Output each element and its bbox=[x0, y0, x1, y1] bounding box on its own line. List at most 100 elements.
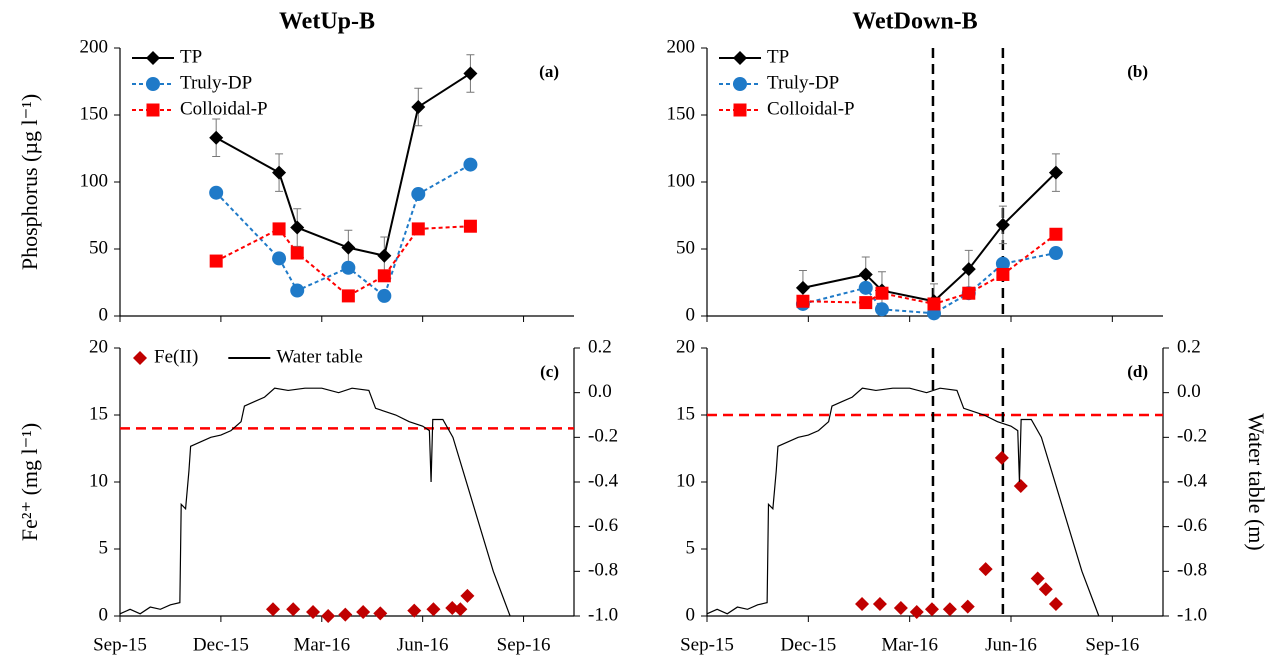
y-tick-label: 10 bbox=[676, 470, 695, 491]
marker bbox=[411, 99, 426, 114]
marker bbox=[321, 609, 336, 623]
y2-tick-label: -0.6 bbox=[1177, 515, 1207, 536]
legend-marker bbox=[733, 103, 747, 117]
marker bbox=[266, 602, 281, 617]
marker bbox=[463, 157, 478, 172]
series-line bbox=[119, 387, 511, 617]
y-tick-label: 20 bbox=[89, 336, 108, 357]
y-tick-label: 15 bbox=[89, 403, 108, 424]
marker bbox=[341, 240, 356, 255]
marker bbox=[463, 219, 477, 233]
y-tick-label: 200 bbox=[80, 36, 109, 57]
series-line bbox=[215, 163, 471, 298]
y2-tick-label: -0.6 bbox=[588, 515, 618, 536]
marker bbox=[290, 220, 305, 235]
y2-tick-label: -1.0 bbox=[588, 604, 618, 625]
y2-tick-label: -0.2 bbox=[1177, 426, 1207, 447]
marker bbox=[924, 602, 939, 617]
marker bbox=[373, 606, 388, 621]
y2-tick-label: 0.2 bbox=[588, 336, 612, 357]
marker bbox=[855, 596, 870, 611]
y2-tick-label: -0.2 bbox=[588, 426, 618, 447]
marker bbox=[272, 222, 286, 236]
marker bbox=[978, 562, 993, 577]
x-tick-label: Mar-16 bbox=[293, 634, 350, 655]
marker bbox=[209, 130, 224, 145]
marker bbox=[909, 604, 924, 619]
x-tick-label: Dec-15 bbox=[780, 634, 836, 655]
marker bbox=[463, 66, 478, 81]
legend-marker bbox=[733, 51, 747, 65]
y-tick-label: 0 bbox=[686, 304, 696, 325]
legend-label: Fe(II) bbox=[154, 346, 198, 367]
legend-marker bbox=[146, 77, 160, 91]
legend-marker bbox=[733, 77, 747, 91]
marker bbox=[1030, 571, 1045, 586]
y-tick-label: 50 bbox=[676, 237, 695, 258]
y-tick-label: 150 bbox=[80, 103, 109, 124]
y-tick-label: 150 bbox=[667, 103, 696, 124]
marker bbox=[356, 604, 371, 619]
legend-label: Colloidal-P bbox=[767, 98, 855, 119]
y-tick-label: 0 bbox=[99, 604, 109, 625]
marker bbox=[290, 246, 304, 260]
marker bbox=[893, 600, 908, 615]
y-tick-label: 50 bbox=[89, 237, 108, 258]
x-tick-label: Jun-16 bbox=[985, 634, 1037, 655]
y-axis-label: Fe²⁺ (mg l⁻¹) bbox=[17, 423, 42, 541]
legend-label: Truly-DP bbox=[180, 72, 252, 93]
marker bbox=[377, 288, 392, 303]
y2-tick-label: 0.2 bbox=[1177, 336, 1201, 357]
legend-marker bbox=[133, 351, 147, 365]
series-line bbox=[802, 171, 1057, 303]
x-tick-label: Sep-16 bbox=[1085, 634, 1139, 655]
y2-axis-label: Water table (m) bbox=[1244, 413, 1269, 551]
legend-label: TP bbox=[180, 46, 202, 67]
marker bbox=[338, 607, 353, 622]
legend-marker bbox=[146, 51, 160, 65]
legend-label: Colloidal-P bbox=[180, 98, 268, 119]
y2-tick-label: -0.8 bbox=[588, 560, 618, 581]
y-tick-label: 10 bbox=[89, 470, 108, 491]
panel-label: (b) bbox=[1127, 62, 1148, 81]
marker bbox=[209, 254, 223, 268]
marker bbox=[1048, 165, 1063, 180]
y-tick-label: 200 bbox=[667, 36, 696, 57]
y2-tick-label: 0.0 bbox=[1177, 381, 1201, 402]
x-tick-label: Sep-15 bbox=[680, 634, 734, 655]
marker bbox=[960, 599, 975, 614]
y2-tick-label: -0.8 bbox=[1177, 560, 1207, 581]
y2-tick-label: -0.4 bbox=[1177, 470, 1208, 491]
panel-label: (a) bbox=[539, 62, 559, 81]
marker bbox=[426, 602, 441, 617]
y-tick-label: 100 bbox=[667, 170, 696, 191]
series-line bbox=[215, 225, 471, 298]
marker bbox=[858, 267, 873, 282]
marker bbox=[377, 248, 392, 263]
marker bbox=[453, 602, 468, 617]
y-tick-label: 20 bbox=[676, 336, 695, 357]
marker bbox=[1048, 596, 1063, 611]
marker bbox=[341, 289, 355, 303]
marker bbox=[996, 267, 1010, 281]
marker bbox=[995, 256, 1010, 271]
marker bbox=[411, 222, 425, 236]
marker bbox=[272, 165, 287, 180]
marker bbox=[995, 217, 1010, 232]
marker bbox=[942, 602, 957, 617]
y-axis-label: Phosphorus (µg l⁻¹) bbox=[17, 94, 42, 270]
marker bbox=[377, 269, 391, 283]
y-tick-label: 100 bbox=[80, 170, 109, 191]
y2-tick-label: -1.0 bbox=[1177, 604, 1207, 625]
y2-tick-label: -0.4 bbox=[588, 470, 619, 491]
y-tick-label: 15 bbox=[676, 403, 695, 424]
marker bbox=[859, 296, 873, 310]
marker bbox=[209, 185, 224, 200]
marker bbox=[927, 297, 941, 311]
marker bbox=[796, 294, 810, 308]
marker bbox=[961, 262, 976, 277]
marker bbox=[407, 603, 422, 618]
marker bbox=[858, 280, 873, 295]
panel-label: (d) bbox=[1127, 362, 1148, 381]
marker bbox=[290, 283, 305, 298]
